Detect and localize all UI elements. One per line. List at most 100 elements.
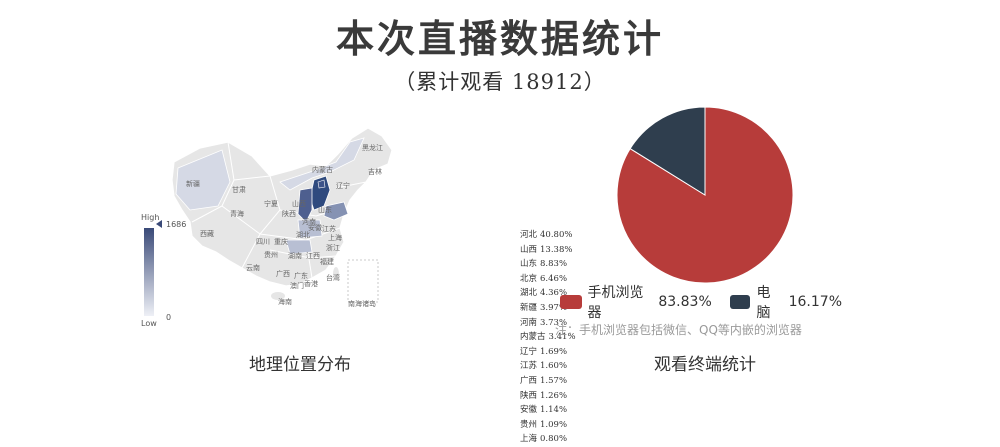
map-region-label: 重庆 (274, 237, 288, 246)
ranking-row: 江苏 1.60% (520, 359, 600, 374)
ranking-value-label: 1.14% (540, 405, 568, 416)
ranking-value-label: 8.83% (540, 259, 568, 270)
ranking-region-label: 内蒙古 (520, 332, 546, 343)
map-region-label: 新疆 (186, 179, 200, 188)
ranking-row: 山东 8.83% (520, 257, 600, 272)
region-neimenggu (279, 137, 365, 191)
legend-item[interactable]: 手机浏览器 83.83% (560, 282, 712, 322)
map-region-label: 海南 (278, 297, 292, 306)
ranking-region-label: 安徽 (520, 405, 538, 416)
map-region-label: 陕西 (282, 209, 296, 218)
ranking-row: 陕西 1.26% (520, 389, 600, 404)
ranking-region-label: 山东 (520, 259, 538, 270)
map-region-label: 江西 (306, 252, 320, 260)
map-scale-high-label: High (141, 213, 160, 222)
legend-label: 手机浏览器 (587, 285, 644, 321)
ranking-value-label: 1.57% (540, 375, 568, 386)
map-region-label: 青海 (230, 209, 244, 218)
map-region-label: 广西 (276, 269, 290, 278)
ranking-value-label: 6.46% (540, 273, 568, 284)
ranking-region-label: 山西 (520, 244, 538, 255)
ranking-value-label: 1.60% (540, 361, 568, 372)
map-region-label: 山东 (318, 205, 332, 214)
map-region-label: 福建 (320, 257, 334, 266)
ranking-region-label: 广西 (520, 375, 538, 386)
ranking-region-label: 湖北 (520, 288, 538, 299)
pie-slice[interactable] (629, 106, 706, 196)
map-scale-min-value: 0 (166, 313, 172, 322)
south-sea-inset (347, 259, 379, 303)
legend-swatch (729, 295, 751, 309)
ranking-value-label: 4.36% (540, 288, 568, 299)
pie-legend: 手机浏览器 83.83% 电脑 16.17% (560, 285, 860, 321)
map-region-label: 宁夏 (264, 199, 278, 208)
page-title: 本次直播数据统计 (335, 16, 664, 61)
ranking-value-label: 3.73% (540, 317, 568, 328)
ranking-region-label: 河北 (520, 230, 538, 240)
ranking-region-label: 新疆 (520, 302, 538, 313)
map-region-label: 江苏 (322, 224, 336, 233)
map-region-label: 山西 (292, 199, 306, 208)
map-region-label: 黑龙江 (362, 143, 383, 152)
region-hubei (285, 239, 313, 255)
map-region-label: 河南 (302, 217, 316, 226)
map-region-label: 云南 (246, 263, 260, 272)
ranking-value-label: 0.80% (540, 434, 568, 445)
ranking-value-label: 1.09% (540, 419, 568, 430)
ranking-region-label: 江苏 (520, 361, 538, 372)
ranking-region-label: 贵州 (520, 419, 538, 430)
ranking-value-label: 13.38% (540, 244, 573, 255)
map-region-label: 湖北 (296, 230, 310, 239)
ranking-row: 河南 3.73% (520, 316, 600, 331)
map-scale-bar[interactable] (144, 228, 154, 316)
ranking-value-label: 1.26% (540, 390, 568, 401)
region-xinjiang (175, 149, 231, 211)
region-taiwan (333, 267, 339, 281)
map-region-label: 上海 (328, 233, 342, 242)
map-region-label: 贵州 (264, 250, 278, 259)
ranking-value-label: 3.41% (548, 332, 576, 343)
ranking-region-label: 北京 (520, 273, 538, 284)
geo-distribution-map: 黑龙江 吉林 辽宁 内蒙古 新疆 甘肃 宁夏 青海 西藏 山西 陕西 山东 河南 四川 重庆 湖北 安徽 江苏 上海… (130, 110, 576, 444)
map-region-label: 香港 (304, 279, 318, 288)
map-caption: 地理位置分布 (249, 355, 351, 375)
map-scale-max-value: 1686 (166, 220, 187, 229)
ranking-row: 安徽 1.14% (520, 403, 600, 418)
map-region-label: 四川 (256, 238, 270, 246)
map-region-label: 安徽 (308, 223, 322, 232)
ranking-row: 贵州 1.09% (520, 418, 600, 433)
map-region-label: 湖南 (288, 251, 302, 260)
region-henan (297, 219, 323, 239)
ranking-region-label: 辽宁 (520, 346, 538, 357)
ranking-row: 北京 6.46% (520, 272, 600, 287)
map-region-label: 南海诸岛 (348, 299, 376, 308)
ranking-value-label: 40.80% (540, 230, 573, 240)
ranking-row: 广西 1.57% (520, 374, 600, 389)
ranking-value-label: 3.97% (540, 302, 568, 313)
ranking-region-label: 上海 (520, 434, 538, 445)
map-region-label: 内蒙古 (312, 165, 333, 174)
ranking-region-label: 陕西 (520, 390, 538, 401)
map-region-label: 吉林 (368, 167, 382, 176)
map-scale-handle-icon[interactable] (156, 220, 162, 228)
map-region-label: 甘肃 (232, 185, 246, 194)
map-region-label: 辽宁 (336, 181, 350, 190)
ranking-row: 湖北 4.36% (520, 286, 600, 301)
legend-label: 电脑 (756, 285, 771, 321)
ranking-region-label: 河南 (520, 317, 538, 328)
ranking-row: 内蒙古 3.41% (520, 330, 600, 345)
region-shandong (323, 201, 349, 221)
pie-caption: 观看终端统计 (654, 355, 756, 375)
ranking-row: 新疆 3.97% (520, 301, 600, 316)
region-shanxi (297, 187, 313, 223)
map-region-label: 台湾 (326, 273, 340, 282)
ranking-row: 辽宁 1.69% (520, 345, 600, 360)
legend-value: 83.83% (658, 294, 712, 310)
legend-swatch (560, 295, 582, 309)
page-subtitle: （累计观看 18912） (394, 70, 606, 94)
legend-item[interactable]: 电脑 16.17% (729, 282, 842, 322)
ranking-row: 河北 40.80% (520, 228, 600, 243)
pie-note: 注：手机浏览器包括微信、QQ等内嵌的浏览器 (555, 323, 802, 337)
map-region-label: 广东 (294, 271, 308, 280)
